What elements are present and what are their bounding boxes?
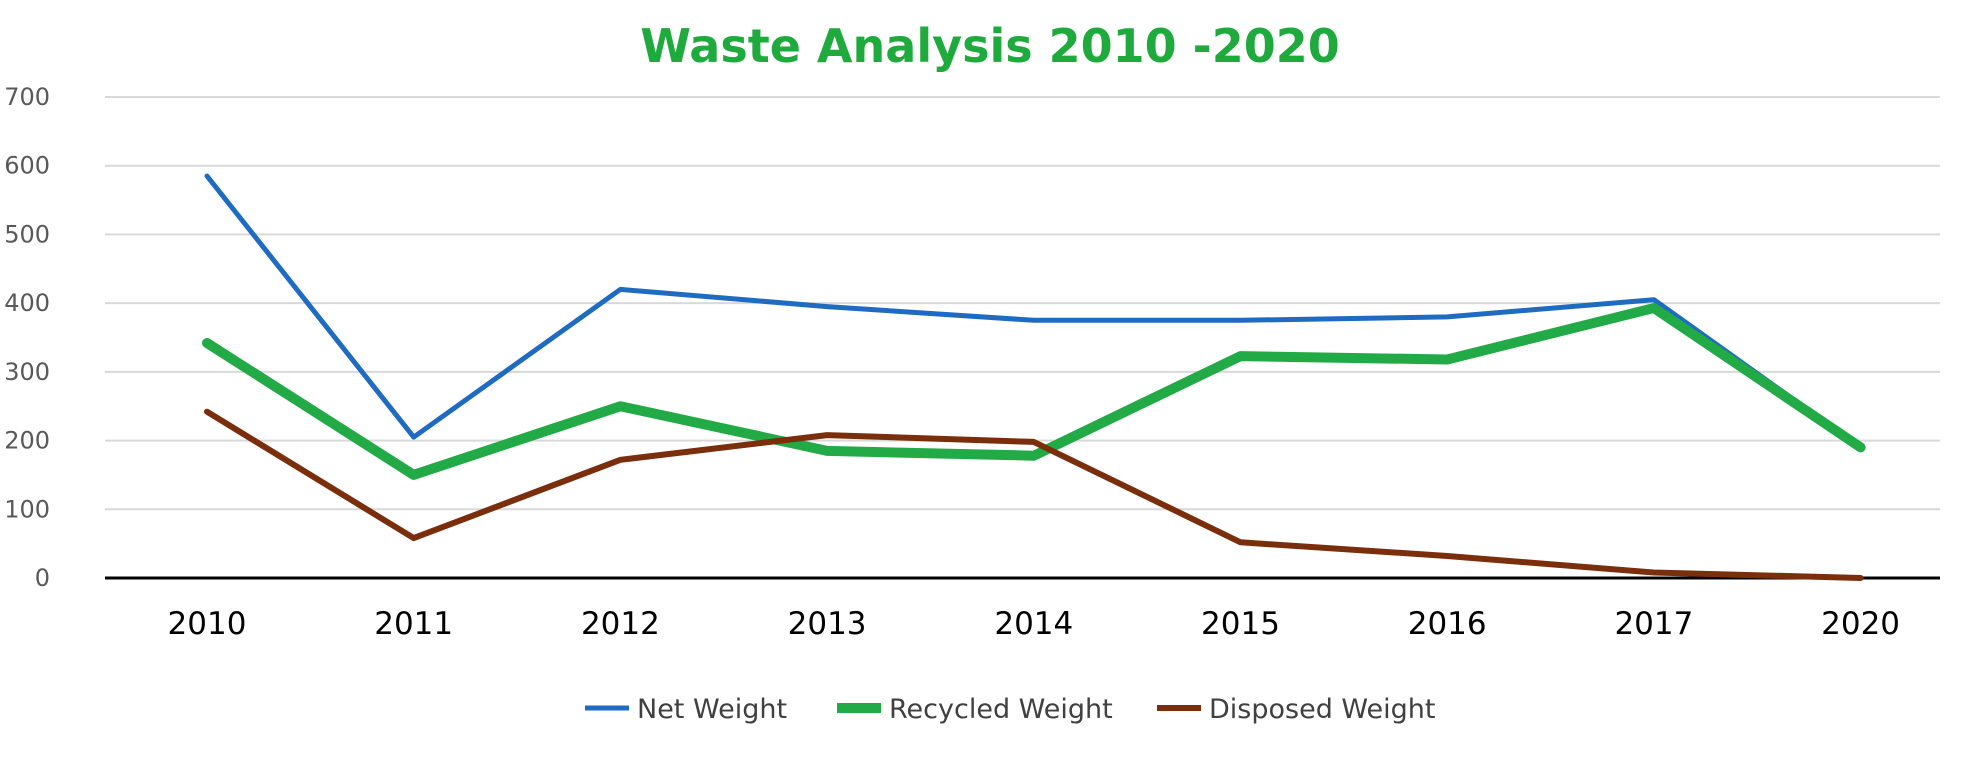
y-axis-tick-labels: 0 100 200 300 400 500 600 700 [4, 83, 50, 592]
x-tick-label: 2011 [374, 606, 453, 642]
series-line-recycled-weight [202, 303, 1866, 480]
legend: Net Weight Recycled Weight Disposed Weight [585, 694, 1435, 725]
legend-label: Recycled Weight [889, 694, 1113, 725]
x-tick-label: 2016 [1408, 606, 1487, 642]
y-tick-label: 600 [4, 152, 50, 180]
x-tick-label: 2015 [1201, 606, 1280, 642]
y-tick-label: 300 [4, 358, 50, 386]
x-tick-label: 2010 [168, 606, 247, 642]
series-line-net-weight [204, 173, 1864, 450]
y-tick-label: 200 [4, 427, 50, 455]
series-line-disposed-weight [204, 408, 1864, 581]
x-tick-label: 2013 [788, 606, 867, 642]
y-tick-label: 0 [35, 564, 50, 592]
y-tick-label: 500 [4, 220, 50, 248]
y-tick-label: 400 [4, 289, 50, 317]
x-tick-label: 2012 [581, 606, 660, 642]
x-tick-label: 2020 [1821, 606, 1900, 642]
x-tick-label: 2017 [1614, 606, 1693, 642]
x-axis: 2010 2011 2012 2013 2014 2015 2016 2017 2020 [105, 576, 1940, 642]
legend-label: Disposed Weight [1209, 694, 1435, 725]
series-lines [202, 173, 1866, 581]
gridlines [105, 96, 1940, 511]
y-tick-label: 700 [4, 83, 50, 111]
y-tick-label: 100 [4, 495, 50, 523]
legend-label: Net Weight [637, 694, 787, 725]
x-tick-label: 2014 [994, 606, 1073, 642]
chart-title: Waste Analysis 2010 -2020 [640, 19, 1340, 73]
